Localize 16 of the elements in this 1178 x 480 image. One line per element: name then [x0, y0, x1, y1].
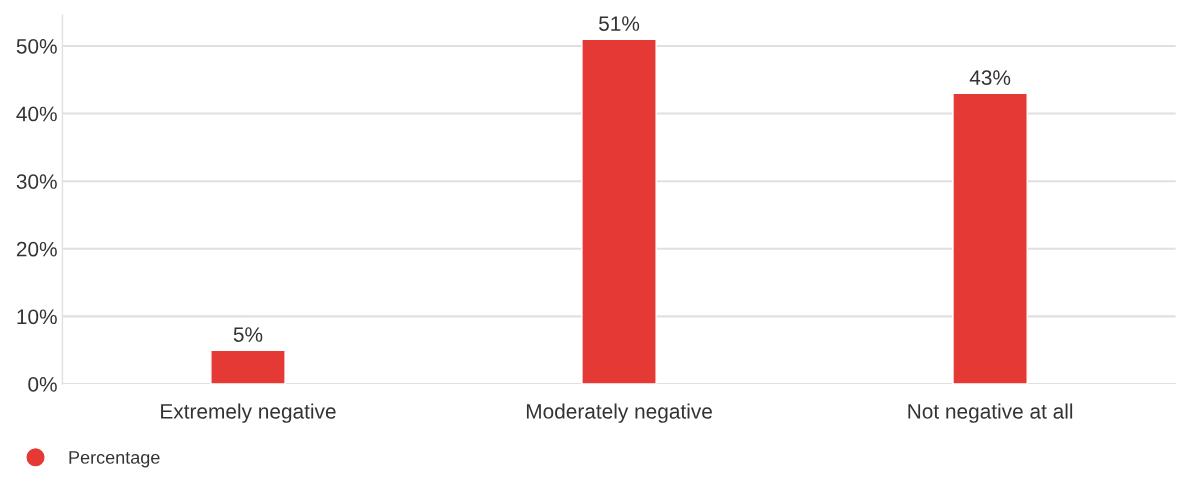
data-label: 5%: [233, 327, 263, 342]
x-tick-label: Not negative at all: [908, 403, 1073, 423]
bar: [581, 38, 657, 384]
legend-label: Percentage: [69, 451, 160, 468]
y-tick-label: 30%: [16, 174, 57, 189]
bar: [952, 92, 1028, 384]
y-tick-label: 50%: [16, 38, 57, 54]
y-tick-label: 20%: [16, 241, 57, 257]
data-label: 51%: [599, 16, 640, 31]
bar: [210, 349, 286, 384]
y-tick-label: 10%: [17, 309, 57, 325]
x-tick-label: Extremely negative: [161, 403, 336, 423]
y-tick-label: 40%: [16, 106, 57, 122]
x-tick-label: Moderately negative: [526, 403, 712, 423]
data-label: 43%: [969, 70, 1011, 86]
y-tick-label: 0%: [28, 377, 57, 392]
